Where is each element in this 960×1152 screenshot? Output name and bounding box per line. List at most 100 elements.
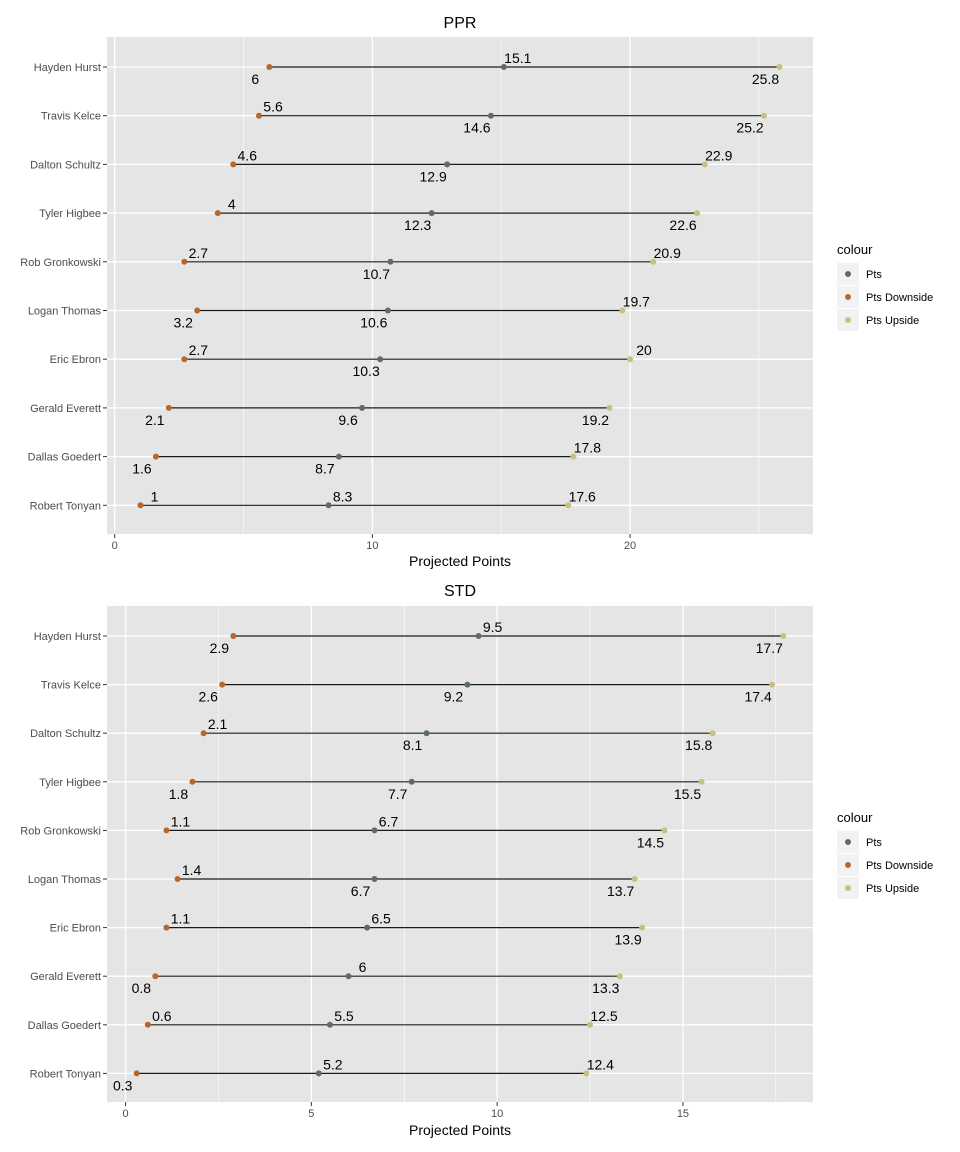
data-label-pts-upside: 17.7: [756, 640, 783, 656]
point-pts: [335, 453, 342, 460]
point-pts-downside: [174, 876, 181, 882]
legend-label: Pts: [866, 269, 882, 281]
point-pts-downside: [181, 356, 188, 363]
point-pts-upside: [616, 973, 623, 980]
point-pts-downside: [181, 258, 188, 265]
data-label-pts-upside: 19.2: [582, 412, 609, 428]
y-tick-label: Hayden Hurst: [34, 631, 101, 643]
chart-title: STD: [444, 583, 476, 600]
point-pts-upside: [583, 1070, 590, 1077]
point-pts-upside: [769, 681, 776, 688]
y-tick-label: Gerald Everett: [30, 403, 101, 415]
point-pts-upside: [565, 502, 572, 509]
point-pts-downside: [230, 161, 237, 168]
legend-key-pts-upside: [845, 317, 851, 323]
data-label-pts-downside: 2.7: [189, 245, 209, 261]
data-label-pts-downside: 2.1: [145, 412, 165, 428]
data-label-pts-downside: 2.1: [208, 716, 228, 732]
y-tick-label: Logan Thomas: [28, 874, 102, 886]
point-pts-downside: [200, 730, 207, 737]
y-tick-label: Travis Kelce: [41, 680, 101, 692]
point-pts-downside: [194, 307, 201, 314]
point-pts: [377, 356, 384, 363]
x-tick-label: 10: [491, 1108, 503, 1120]
data-label-pts-downside: 4.6: [238, 147, 258, 163]
point-pts: [364, 924, 371, 931]
x-axis-title: Projected Points: [409, 1122, 511, 1138]
point-pts: [345, 973, 352, 980]
data-label-pts-downside: 1.4: [182, 862, 202, 878]
data-label-pts: 8.3: [333, 488, 353, 504]
point-pts-downside: [163, 827, 170, 834]
point-pts-downside: [137, 502, 144, 509]
point-pts-upside: [698, 778, 705, 785]
data-label-pts-upside: 17.8: [574, 440, 601, 456]
point-pts-downside: [214, 210, 221, 217]
data-label-pts: 6.5: [371, 911, 391, 927]
data-label-pts: 6.7: [379, 813, 399, 829]
point-pts-downside: [256, 112, 263, 119]
point-pts-upside: [709, 730, 716, 737]
point-pts: [500, 64, 507, 70]
point-pts: [387, 258, 394, 265]
data-label-pts-downside: 1.6: [132, 461, 152, 477]
point-pts-upside: [776, 64, 783, 70]
legend-key-pts-downside: [845, 294, 851, 300]
point-pts-upside: [587, 1021, 594, 1028]
data-label-pts: 6.7: [351, 883, 371, 899]
point-pts-upside: [661, 827, 668, 834]
data-label-pts-downside: 0.3: [113, 1077, 133, 1093]
point-pts-downside: [163, 924, 170, 931]
y-tick-label: Dallas Goedert: [28, 452, 101, 464]
point-pts: [315, 1070, 322, 1077]
point-pts: [408, 778, 415, 785]
y-tick-label: Eric Ebron: [50, 923, 101, 935]
x-axis-title: Projected Points: [409, 553, 511, 569]
point-pts-downside: [266, 64, 273, 70]
data-label-pts-downside: 3.2: [173, 315, 193, 331]
y-tick-label: Eric Ebron: [50, 354, 101, 366]
point-pts-downside: [144, 1021, 151, 1028]
data-label-pts-upside: 22.9: [705, 147, 732, 163]
data-label-pts-upside: 20: [636, 342, 652, 358]
data-label-pts: 12.3: [404, 217, 431, 233]
data-label-pts-upside: 17.6: [569, 488, 596, 504]
data-label-pts-downside: 6: [251, 71, 259, 87]
legend-title: colour: [837, 242, 873, 257]
point-pts: [325, 502, 332, 509]
data-label-pts-downside: 1: [151, 488, 159, 504]
data-label-pts-upside: 14.5: [637, 834, 664, 850]
point-pts-downside: [133, 1070, 140, 1077]
x-tick-label: 0: [123, 1108, 129, 1120]
point-pts-upside: [761, 112, 768, 119]
point-pts-upside: [619, 307, 626, 314]
data-label-pts: 10.7: [363, 266, 390, 282]
data-label-pts: 6: [359, 959, 367, 975]
data-label-pts-upside: 13.7: [607, 883, 634, 899]
point-pts-upside: [627, 356, 634, 363]
legend-key-pts-upside: [845, 885, 851, 891]
legend-key-pts-downside: [845, 862, 851, 868]
chart-panel-std: 0 5 10 15 Hayden Hurst Travis Kelce Dalton Sch…: [20, 583, 933, 1138]
legend-label: Pts Upside: [866, 315, 919, 327]
point-pts: [359, 404, 366, 411]
point-pts-downside: [152, 453, 159, 460]
legend-label: Pts Downside: [866, 860, 933, 872]
data-label-pts-upside: 17.4: [745, 689, 772, 705]
data-label-pts: 9.2: [444, 689, 464, 705]
legend-label: Pts: [866, 837, 882, 849]
y-tick-label: Hayden Hurst: [34, 62, 101, 74]
data-label-pts: 10.3: [352, 363, 379, 379]
point-pts-upside: [639, 924, 646, 931]
point-pts: [423, 730, 430, 737]
data-label-pts-upside: 20.9: [654, 245, 681, 261]
data-label-pts-upside: 13.9: [614, 932, 641, 948]
point-pts-upside: [570, 453, 577, 460]
point-pts: [444, 161, 451, 168]
chart-panel-ppr: 0 10 20 Hayden Hurst Travis Kelce Dalton Schu…: [20, 15, 933, 569]
point-pts: [326, 1021, 333, 1028]
data-label-pts: 8.7: [315, 461, 335, 477]
y-tick-label: Gerald Everett: [30, 971, 101, 983]
data-label-pts: 8.1: [403, 737, 423, 753]
data-label-pts-downside: 2.9: [210, 640, 230, 656]
